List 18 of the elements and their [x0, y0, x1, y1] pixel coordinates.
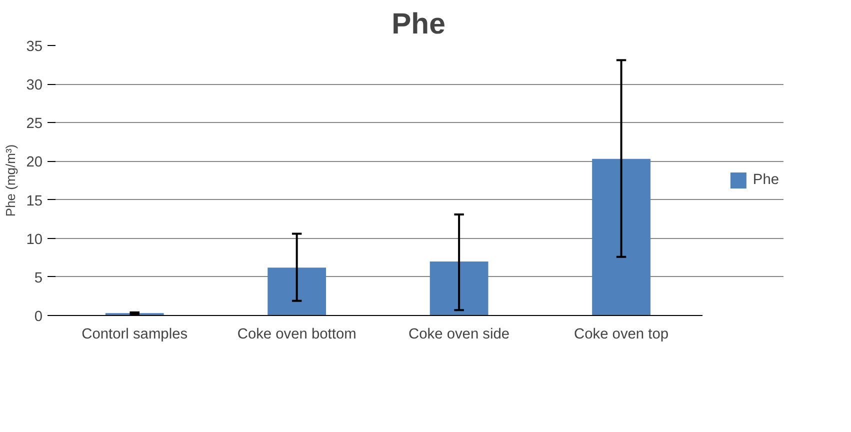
y-axis-title: Phe (mg/m³) — [3, 144, 18, 217]
y-tick-label: 20 — [26, 154, 43, 171]
y-tick-label: 25 — [26, 116, 43, 132]
bar — [592, 158, 650, 316]
x-tick-label: Coke oven top — [574, 326, 669, 342]
bar — [268, 268, 326, 316]
y-tick-label: 10 — [26, 232, 43, 248]
chart-title: Phe — [392, 8, 446, 40]
x-tick-label: Coke oven side — [408, 326, 510, 342]
y-tick-label: 15 — [26, 193, 43, 210]
legend-label: Phe — [752, 172, 779, 188]
bar — [430, 262, 488, 316]
x-tick-label: Contorl samples — [82, 326, 188, 342]
x-tick-label: Coke oven bottom — [237, 326, 356, 342]
y-tick-label: 5 — [34, 270, 43, 286]
y-tick-label: 30 — [26, 78, 43, 94]
y-tick-label: 35 — [26, 39, 43, 55]
y-tick-label: 0 — [34, 309, 43, 325]
